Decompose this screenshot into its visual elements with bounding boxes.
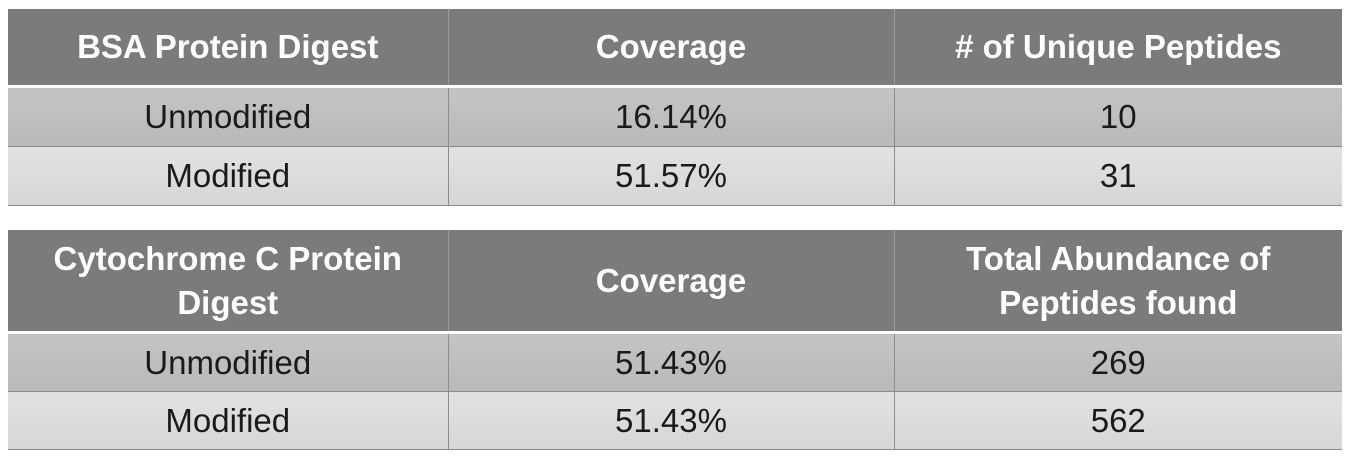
table-row: Modified 51.43% 562 [8,391,1342,450]
coverage-value: 51.43% [448,391,895,450]
unique-peptides-value: 10 [894,86,1342,147]
coverage-value: 51.43% [448,332,895,392]
bsa-protein-digest-table: BSA Protein Digest Coverage # of Unique … [8,9,1342,206]
header-coverage: Coverage [448,230,895,334]
unique-peptides-value: 31 [894,146,1342,206]
total-abundance-value: 269 [894,332,1342,392]
table-header-row: Cytochrome C Protein Digest Coverage Tot… [8,230,1342,334]
coverage-value: 51.57% [448,146,895,206]
table-header-row: BSA Protein Digest Coverage # of Unique … [8,9,1342,88]
cytochrome-c-protein-digest-table: Cytochrome C Protein Digest Coverage Tot… [8,230,1342,450]
row-label: Modified [8,391,449,450]
total-abundance-value: 562 [894,391,1342,450]
table-row: Unmodified 51.43% 269 [8,332,1342,392]
header-unique-peptides: # of Unique Peptides [894,9,1342,88]
coverage-value: 16.14% [448,86,895,147]
header-protein-digest: Cytochrome C Protein Digest [8,230,449,334]
table-row: Unmodified 16.14% 10 [8,86,1342,147]
row-label: Modified [8,146,449,206]
table-row: Modified 51.57% 31 [8,146,1342,206]
row-label: Unmodified [8,332,449,392]
header-total-abundance: Total Abundance of Peptides found [894,230,1342,334]
header-coverage: Coverage [448,9,895,88]
row-label: Unmodified [8,86,449,147]
header-protein-digest: BSA Protein Digest [8,9,449,88]
